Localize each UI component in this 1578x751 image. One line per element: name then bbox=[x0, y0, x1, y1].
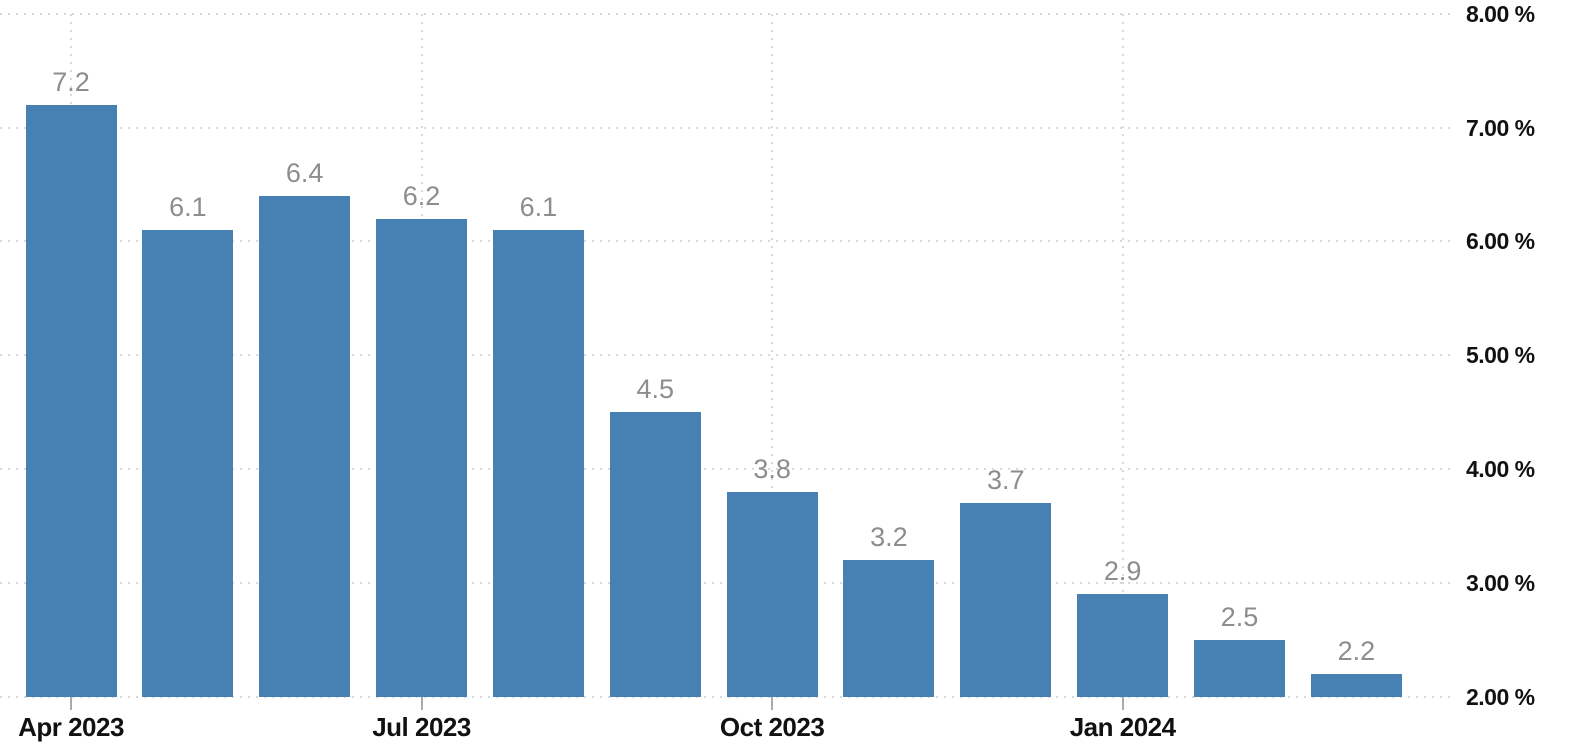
vertical-gridline bbox=[1121, 13, 1124, 697]
x-axis-tick bbox=[420, 697, 423, 710]
bar-value-label: 2.5 bbox=[1220, 602, 1259, 633]
bar-value-label: 7.2 bbox=[52, 66, 90, 97]
horizontal-gridline bbox=[0, 12, 1456, 15]
bar-value-label: 6.4 bbox=[285, 157, 324, 188]
x-axis-label: Apr 2023 bbox=[18, 712, 124, 742]
x-axis-tick bbox=[1121, 697, 1124, 710]
horizontal-gridline bbox=[0, 354, 1456, 357]
y-axis-label: 8.00 % bbox=[1466, 0, 1535, 27]
horizontal-gridline bbox=[0, 240, 1456, 243]
x-axis-label: Jul 2023 bbox=[372, 712, 471, 742]
bar bbox=[1077, 594, 1169, 697]
horizontal-gridline bbox=[0, 696, 1456, 698]
bar bbox=[1194, 640, 1285, 697]
bar-value-label: 2.2 bbox=[1337, 636, 1376, 667]
bar-value-label: 3.8 bbox=[753, 453, 791, 484]
bar bbox=[25, 104, 117, 697]
x-axis-tick bbox=[771, 697, 774, 710]
vertical-gridline bbox=[771, 13, 774, 697]
bar bbox=[1310, 674, 1402, 697]
bar bbox=[726, 491, 818, 697]
bar-value-label: 2.9 bbox=[1103, 556, 1142, 587]
bar-value-label: 3.7 bbox=[987, 465, 1025, 496]
y-axis-label: 6.00 % bbox=[1466, 228, 1535, 255]
x-axis-label: Jan 2024 bbox=[1069, 712, 1176, 742]
y-axis-label: 5.00 % bbox=[1466, 342, 1535, 369]
horizontal-gridline bbox=[0, 126, 1456, 129]
bar bbox=[142, 230, 234, 697]
x-axis-label: Oct 2023 bbox=[719, 712, 825, 742]
y-axis-label: 3.00 % bbox=[1466, 570, 1535, 597]
horizontal-gridline bbox=[0, 468, 1456, 471]
bar bbox=[609, 412, 701, 697]
bar-value-label: 6.2 bbox=[402, 180, 441, 211]
bar bbox=[843, 560, 935, 697]
bar-value-label: 6.1 bbox=[519, 192, 558, 222]
y-axis-label: 2.00 % bbox=[1466, 684, 1535, 710]
y-axis-label: 7.00 % bbox=[1466, 114, 1535, 141]
bar-value-label: 4.5 bbox=[636, 374, 675, 405]
bar bbox=[259, 195, 351, 697]
bar bbox=[492, 230, 584, 697]
bar-value-label: 6.1 bbox=[169, 192, 207, 222]
bar-value-label: 3.2 bbox=[870, 522, 908, 553]
x-axis-tick bbox=[70, 697, 72, 710]
bar bbox=[376, 218, 468, 697]
y-axis-label: 4.00 % bbox=[1466, 456, 1535, 483]
bar bbox=[960, 503, 1052, 697]
